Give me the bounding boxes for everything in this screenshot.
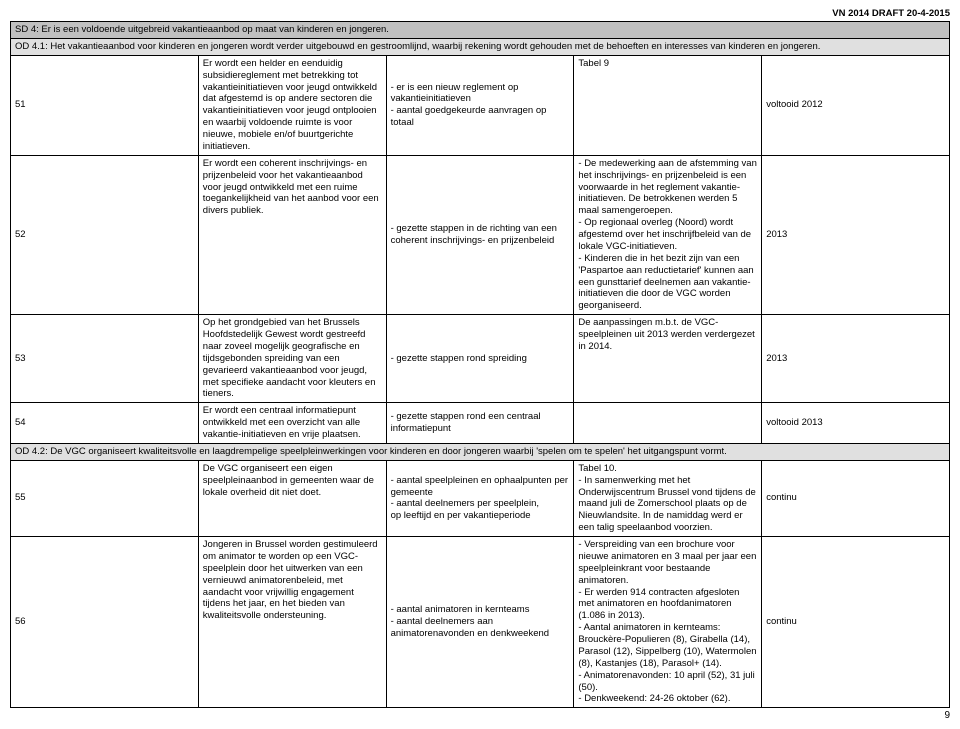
table-row: 51 Er wordt een helder en eenduidig subs… <box>11 55 950 155</box>
table-row: 56 Jongeren in Brussel worden gestimulee… <box>11 537 950 708</box>
row-c3: - aantal speelpleinen en ophaalpunten pe… <box>386 460 574 536</box>
row-c3: - gezette stappen rond spreiding <box>386 315 574 403</box>
row-num: 56 <box>11 537 199 708</box>
row-c4: - Verspreiding van een brochure voor nie… <box>574 537 762 708</box>
sd4-row: SD 4: Er is een voldoende uitgebreid vak… <box>11 22 950 39</box>
row-c4: Tabel 10.- In samenwerking met het Onder… <box>574 460 762 536</box>
draft-header: VN 2014 DRAFT 20-4-2015 <box>10 8 950 19</box>
row-c5: continu <box>762 460 950 536</box>
row-c2: Op het grondgebied van het Brussels Hoof… <box>198 315 386 403</box>
row-c3: - gezette stappen rond een centraal info… <box>386 403 574 444</box>
row-c2: Er wordt een centraal informatiepunt ont… <box>198 403 386 444</box>
row-c2: Jongeren in Brussel worden gestimuleerd … <box>198 537 386 708</box>
row-num: 52 <box>11 155 199 314</box>
row-num: 54 <box>11 403 199 444</box>
row-c2: Er wordt een coherent inschrijvings- en … <box>198 155 386 314</box>
od42-title: OD 4.2: De VGC organiseert kwaliteitsvol… <box>11 443 950 460</box>
row-num: 55 <box>11 460 199 536</box>
table-row: 55 De VGC organiseert een eigen speelple… <box>11 460 950 536</box>
table-row: 53 Op het grondgebied van het Brussels H… <box>11 315 950 403</box>
page-number: 9 <box>10 710 950 721</box>
row-num: 51 <box>11 55 199 155</box>
row-num: 53 <box>11 315 199 403</box>
row-c3: - er is een nieuw reglement op vakantiei… <box>386 55 574 155</box>
od42-row: OD 4.2: De VGC organiseert kwaliteitsvol… <box>11 443 950 460</box>
main-table: SD 4: Er is een voldoende uitgebreid vak… <box>10 21 950 708</box>
row-c5: 2013 <box>762 155 950 314</box>
row-c2: De VGC organiseert een eigen speelpleina… <box>198 460 386 536</box>
od41-row: OD 4.1: Het vakantieaanbod voor kinderen… <box>11 38 950 55</box>
sd4-title: SD 4: Er is een voldoende uitgebreid vak… <box>11 22 950 39</box>
row-c3: - gezette stappen in de richting van een… <box>386 155 574 314</box>
row-c5: voltooid 2012 <box>762 55 950 155</box>
row-c5: continu <box>762 537 950 708</box>
row-c4: - De medewerking aan de afstemming van h… <box>574 155 762 314</box>
row-c4: De aanpassingen m.b.t. de VGC-speelplein… <box>574 315 762 403</box>
row-c3: - aantal animatoren in kernteams- aantal… <box>386 537 574 708</box>
table-row: 54 Er wordt een centraal informatiepunt … <box>11 403 950 444</box>
od41-title: OD 4.1: Het vakantieaanbod voor kinderen… <box>11 38 950 55</box>
table-row: 52 Er wordt een coherent inschrijvings- … <box>11 155 950 314</box>
row-c5: voltooid 2013 <box>762 403 950 444</box>
row-c2: Er wordt een helder en eenduidig subsidi… <box>198 55 386 155</box>
row-c4 <box>574 403 762 444</box>
row-c4: Tabel 9 <box>574 55 762 155</box>
row-c5: 2013 <box>762 315 950 403</box>
